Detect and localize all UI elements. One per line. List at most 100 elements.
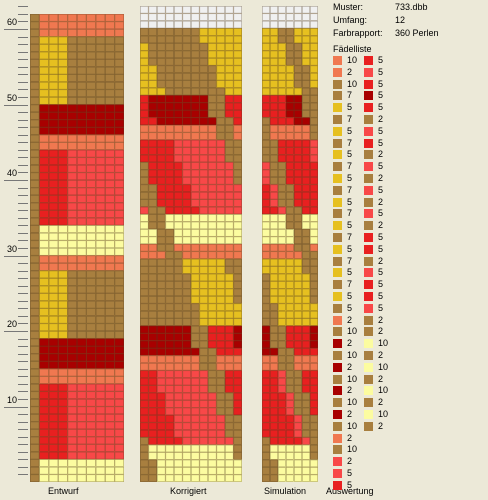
muster-value: 733.dbb xyxy=(395,2,428,12)
ruler-tick xyxy=(18,429,28,431)
color-swatch xyxy=(333,374,342,384)
ruler-tick xyxy=(18,13,28,15)
bead-count: 2 xyxy=(347,456,353,467)
bead-count: 2 xyxy=(378,149,384,160)
bead-count: 7 xyxy=(347,137,353,148)
color-swatch xyxy=(364,150,373,160)
bead-count: 10 xyxy=(378,361,389,372)
ruler-tick xyxy=(18,96,28,98)
color-swatch xyxy=(333,197,342,207)
ruler-tick xyxy=(18,89,28,91)
bead-count: 7 xyxy=(347,113,353,124)
color-swatch xyxy=(364,409,373,419)
color-swatch xyxy=(333,91,342,101)
color-swatch xyxy=(364,162,373,172)
color-swatch xyxy=(333,56,342,65)
ruler-label: 40 xyxy=(7,168,18,178)
bead-count: 5 xyxy=(347,220,353,231)
ruler-tick xyxy=(18,338,28,340)
ruler-tick xyxy=(18,119,28,121)
ruler-tick xyxy=(18,81,28,83)
color-swatch xyxy=(364,244,373,254)
color-swatch xyxy=(333,173,342,183)
bead-count: 10 xyxy=(347,420,358,431)
color-swatch xyxy=(364,327,373,337)
color-swatch xyxy=(333,138,342,148)
ruler-tick xyxy=(18,59,28,61)
bead-count: 2 xyxy=(347,385,353,396)
bead-count: 10 xyxy=(347,397,358,408)
bead-count: 5 xyxy=(378,208,384,219)
ruler-tick xyxy=(18,315,28,317)
color-swatch xyxy=(333,280,342,290)
auswertung-label: Auswertung xyxy=(326,486,374,496)
ruler-label: 10 xyxy=(7,394,18,405)
ruler-tick xyxy=(18,6,28,8)
bead-count: 2 xyxy=(378,220,384,231)
ruler-tick xyxy=(18,285,28,287)
bead-count: 5 xyxy=(378,290,384,301)
bead-count: 10 xyxy=(347,444,358,455)
ruler-tick xyxy=(18,187,28,189)
color-swatch xyxy=(364,315,373,325)
bead-count: 5 xyxy=(378,55,384,65)
ruler-tick xyxy=(18,346,28,348)
color-swatch xyxy=(364,232,373,242)
color-swatch xyxy=(364,398,373,408)
ruler-tick xyxy=(18,225,28,227)
korrigiert-pattern-grid[interactable] xyxy=(140,6,242,482)
ruler-tick xyxy=(4,104,28,106)
color-swatch xyxy=(364,386,373,396)
bead-count: 2 xyxy=(347,338,353,349)
bead-count: 5 xyxy=(378,78,384,89)
color-swatch xyxy=(333,480,342,490)
ruler-tick xyxy=(18,300,28,302)
bead-count: 5 xyxy=(378,231,384,242)
bead-count: 2 xyxy=(378,349,384,360)
color-swatch xyxy=(333,114,342,124)
bead-count: 2 xyxy=(378,113,384,124)
bead-count: 5 xyxy=(347,267,353,278)
ruler-tick xyxy=(18,202,28,204)
ruler-tick xyxy=(18,157,28,159)
ruler-tick xyxy=(18,164,28,166)
farbrapport-value: 360 Perlen xyxy=(395,28,439,38)
bead-count: 10 xyxy=(347,78,358,89)
ruler-tick xyxy=(18,474,28,476)
ruler-tick xyxy=(18,127,28,129)
bead-count: 5 xyxy=(347,467,353,478)
color-swatch xyxy=(364,138,373,148)
bead-count: 5 xyxy=(378,90,384,101)
color-swatch xyxy=(333,244,342,254)
entwurf-pattern-grid[interactable] xyxy=(30,14,124,482)
ruler-tick xyxy=(18,172,28,174)
color-swatch xyxy=(333,327,342,337)
color-swatch xyxy=(364,362,373,372)
ruler-tick xyxy=(18,383,28,385)
color-swatch xyxy=(364,197,373,207)
color-swatch xyxy=(333,339,342,349)
bead-count: 2 xyxy=(378,255,384,266)
color-swatch xyxy=(364,91,373,101)
ruler-tick xyxy=(18,361,28,363)
umfang-label: Umfang: xyxy=(333,15,368,25)
bead-count: 2 xyxy=(347,408,353,419)
muster-label: Muster: xyxy=(333,2,364,12)
color-swatch xyxy=(333,433,342,443)
bead-count: 5 xyxy=(347,243,353,254)
pattern-info: Muster: 733.dbb Umfang: 12 Farbrapport: 360… xyxy=(333,2,488,44)
color-swatch xyxy=(333,386,342,396)
bead-count: 7 xyxy=(347,90,353,101)
bead-count: 7 xyxy=(347,208,353,219)
color-swatch xyxy=(333,221,342,231)
color-swatch xyxy=(333,79,342,89)
farbrapport-label: Farbrapport: xyxy=(333,28,383,38)
ruler-tick xyxy=(18,263,28,265)
entwurf-label: Entwurf xyxy=(48,486,79,496)
color-swatch xyxy=(364,209,373,219)
ruler-tick xyxy=(18,398,28,400)
simulation-pattern-grid[interactable] xyxy=(262,6,318,482)
bead-count: 2 xyxy=(378,314,384,325)
bead-count: 2 xyxy=(378,373,384,384)
color-swatch xyxy=(364,421,373,431)
